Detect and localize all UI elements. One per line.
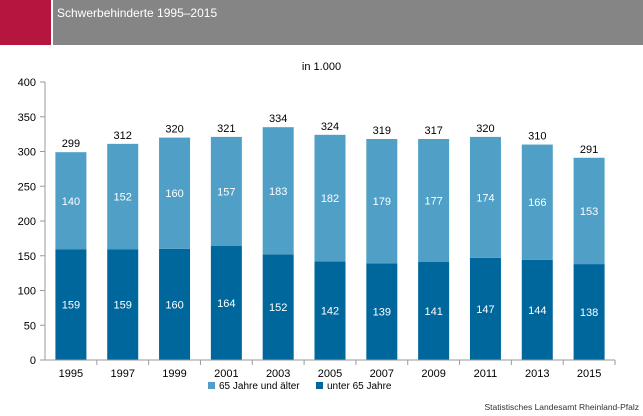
total-label: 312 xyxy=(114,130,132,142)
data-label-under-65: 144 xyxy=(528,305,546,317)
bar-segment-65-plus xyxy=(107,143,139,250)
data-label-65-plus: 174 xyxy=(476,192,494,204)
data-label-65-plus: 157 xyxy=(217,186,235,198)
y-tick-label: 300 xyxy=(18,147,36,159)
data-label-65-plus: 183 xyxy=(269,186,287,198)
x-tick-label: 2003 xyxy=(266,368,290,380)
header-divider xyxy=(51,0,53,45)
bar-segment-under-65 xyxy=(418,262,450,360)
chart-title: Schwerbehinderte 1995–2015 xyxy=(57,5,218,20)
source-note: Statistisches Landesamt Rheinland-Pfalz xyxy=(484,402,640,412)
bar-segment-under-65 xyxy=(210,246,242,360)
data-label-under-65: 159 xyxy=(114,300,132,312)
total-label: 291 xyxy=(580,144,598,156)
y-tick-label: 350 xyxy=(18,112,36,124)
bar-segment-65-plus xyxy=(469,136,501,258)
total-label: 324 xyxy=(321,121,339,133)
legend-item-65-plus-label: 65 Jahre und älter xyxy=(219,381,300,392)
total-label: 334 xyxy=(269,113,287,125)
data-label-under-65: 138 xyxy=(580,307,598,319)
total-label: 319 xyxy=(373,125,391,137)
data-label-65-plus: 140 xyxy=(62,196,80,208)
y-tick-label: 0 xyxy=(30,355,36,367)
x-tick-label: 2007 xyxy=(370,368,394,380)
data-label-65-plus: 177 xyxy=(424,195,442,207)
bar-segment-65-plus xyxy=(55,152,87,250)
y-tick-label: 400 xyxy=(18,77,36,89)
data-label-under-65: 147 xyxy=(476,304,494,316)
legend-item-under-65-swatch xyxy=(316,382,323,389)
bar-segment-65-plus xyxy=(418,138,450,263)
unit-label: in 1.000 xyxy=(301,61,342,73)
x-tick-label: 2013 xyxy=(525,368,549,380)
bar-segment-65-plus xyxy=(366,138,398,264)
bar-segment-65-plus xyxy=(159,137,191,249)
data-label-65-plus: 152 xyxy=(114,192,132,204)
total-label: 299 xyxy=(62,138,80,150)
x-tick-label: 1997 xyxy=(110,368,134,380)
legend-item-under-65-label: unter 65 Jahre xyxy=(327,381,392,392)
data-label-under-65: 141 xyxy=(424,306,442,318)
bar-segment-under-65 xyxy=(469,257,501,360)
y-tick-label: 150 xyxy=(18,251,36,263)
bar-segment-65-plus xyxy=(262,127,294,255)
bar-segment-65-plus xyxy=(314,134,346,262)
data-label-under-65: 139 xyxy=(373,307,391,319)
x-tick-label: 2005 xyxy=(318,368,342,380)
bar-segment-under-65 xyxy=(159,248,191,360)
y-tick-label: 50 xyxy=(24,320,36,332)
y-tick-label: 200 xyxy=(18,216,36,228)
bar-segment-65-plus xyxy=(521,144,553,260)
bar-segment-under-65 xyxy=(521,259,553,360)
bar-segment-under-65 xyxy=(107,249,139,360)
data-label-65-plus: 166 xyxy=(528,197,546,209)
data-label-under-65: 160 xyxy=(165,299,183,311)
x-tick-label: 2011 xyxy=(474,368,498,380)
x-tick-label: 2015 xyxy=(577,368,601,380)
header: Schwerbehinderte 1995–2015 xyxy=(0,0,643,45)
data-label-65-plus: 153 xyxy=(580,206,598,218)
header-accent-block xyxy=(0,0,51,45)
total-label: 321 xyxy=(217,123,235,135)
x-tick-label: 1999 xyxy=(162,368,186,380)
legend-item-65-plus-swatch xyxy=(208,382,215,389)
header-bar: Schwerbehinderte 1995–2015 xyxy=(53,0,643,45)
data-label-65-plus: 160 xyxy=(165,188,183,200)
bar-segment-under-65 xyxy=(262,254,294,360)
data-label-under-65: 159 xyxy=(62,300,80,312)
bar-segment-under-65 xyxy=(55,249,87,360)
y-tick-label: 100 xyxy=(18,286,36,298)
total-label: 320 xyxy=(165,124,183,136)
x-tick-label: 1995 xyxy=(59,368,83,380)
bar-segment-65-plus xyxy=(210,136,242,247)
total-label: 310 xyxy=(528,131,546,143)
x-tick-label: 2001 xyxy=(214,368,238,380)
bar-segment-under-65 xyxy=(573,264,605,360)
data-label-under-65: 142 xyxy=(321,306,339,318)
data-label-65-plus: 182 xyxy=(321,193,339,205)
data-label-under-65: 152 xyxy=(269,302,287,314)
total-label: 317 xyxy=(424,125,442,137)
total-label: 320 xyxy=(476,123,494,135)
data-label-65-plus: 179 xyxy=(373,196,391,208)
bar-segment-under-65 xyxy=(366,263,398,360)
bar-segment-65-plus xyxy=(573,157,605,265)
y-tick-label: 250 xyxy=(18,181,36,193)
data-label-under-65: 164 xyxy=(217,298,235,310)
x-tick-label: 2009 xyxy=(421,368,445,380)
bar-segment-under-65 xyxy=(314,261,346,360)
